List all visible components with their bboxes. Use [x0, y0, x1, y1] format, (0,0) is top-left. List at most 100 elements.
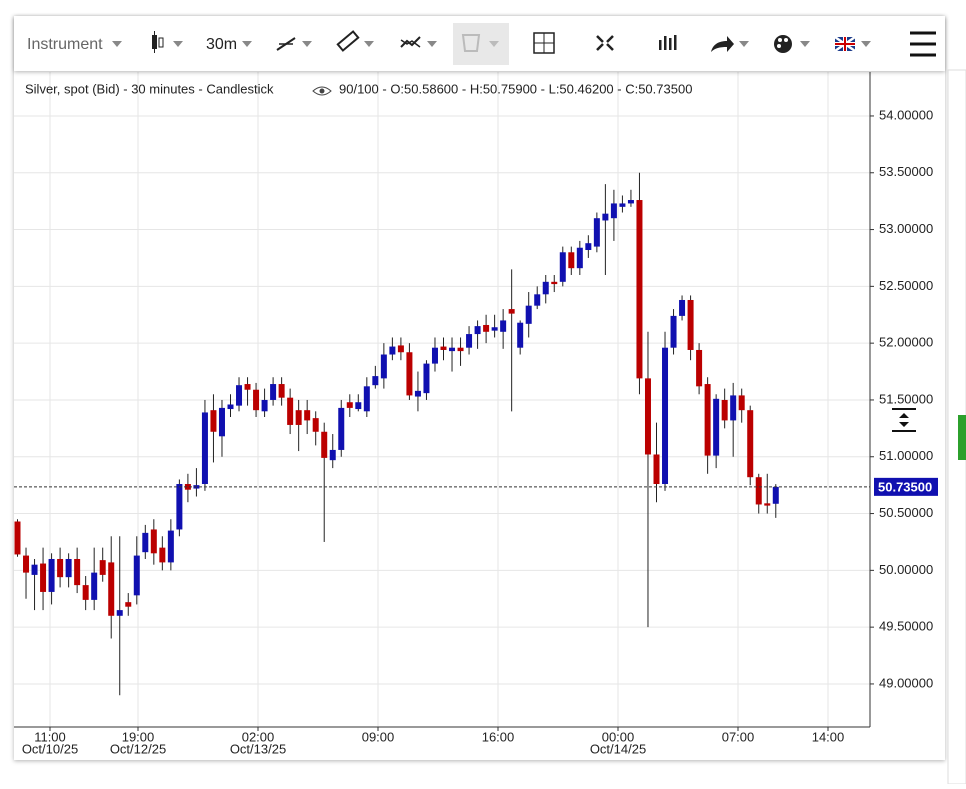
share-button[interactable]	[711, 36, 749, 52]
draw-line-button[interactable]	[276, 37, 312, 51]
trash-icon	[461, 34, 481, 52]
caret	[242, 41, 252, 47]
candle-body	[517, 322, 524, 348]
x-tick-date: Oct/10/25	[22, 741, 78, 756]
y-tick-label: 51.50000	[879, 391, 933, 406]
delete-button[interactable]	[453, 23, 509, 65]
candle-body	[312, 418, 319, 432]
candle-body	[610, 203, 617, 219]
candle-body	[31, 564, 38, 575]
last-price-label: 50.73500	[878, 479, 932, 494]
candle-body	[304, 410, 311, 421]
candle-body	[653, 454, 660, 485]
candle-body	[40, 563, 47, 592]
measure-button[interactable]	[336, 30, 374, 52]
candle-body	[551, 281, 558, 285]
candle-body	[338, 407, 345, 450]
plot-area: 49.00000 49.50000 50.00000 50.50000 51.00000…	[14, 72, 938, 756]
y-tick-label: 52.50000	[879, 278, 933, 293]
candle-body	[687, 299, 694, 350]
candle-body	[679, 299, 686, 316]
crosshair-button[interactable]	[533, 32, 555, 54]
theme-button[interactable]	[774, 35, 810, 53]
candle-body	[176, 484, 183, 530]
chart-subtitle: 90/100 - O:50.58600 - H:50.75900 - L:50.…	[339, 81, 692, 96]
indicator-button[interactable]	[400, 36, 437, 48]
candle-body	[389, 346, 396, 355]
candle-body	[525, 305, 532, 324]
candle-body	[329, 449, 336, 461]
candle-body	[713, 398, 720, 456]
candle-body	[670, 315, 677, 348]
candle-body	[159, 547, 166, 563]
candle-body	[91, 572, 98, 600]
candle-body	[662, 347, 669, 485]
candle-body	[278, 384, 285, 398]
x-tick-label: 14:00	[812, 729, 845, 744]
scale-toggle[interactable]	[889, 406, 919, 434]
candle-body	[457, 347, 464, 352]
x-tick-label: 07:00	[722, 729, 755, 744]
candle-body	[730, 395, 737, 421]
menu-button[interactable]	[910, 31, 936, 57]
caret	[112, 41, 122, 47]
candle-body	[696, 349, 703, 387]
candle-body	[14, 521, 21, 555]
y-tick-label: 51.00000	[879, 448, 933, 463]
candle-body	[372, 376, 379, 386]
candle-body	[48, 558, 55, 592]
candle-body	[227, 404, 234, 410]
y-tick-label: 50.00000	[879, 562, 933, 577]
chart-panel	[14, 16, 945, 760]
candle-body	[772, 486, 779, 504]
candle-body	[201, 412, 208, 485]
candle-body	[534, 294, 541, 306]
candle-body	[576, 247, 583, 269]
candle-body	[236, 385, 243, 406]
x-tick-date: Oct/13/25	[230, 741, 286, 756]
candle-body	[500, 320, 507, 332]
candle-body	[593, 218, 600, 247]
x-tick-label: 02:00	[242, 729, 275, 744]
chart-title: Silver, spot (Bid) - 30 minutes - Candle…	[25, 81, 274, 96]
language-button[interactable]	[834, 35, 871, 53]
y-tick-label: 50.50000	[879, 505, 933, 520]
candle-body	[184, 484, 191, 490]
x-tick-label: 09:00	[362, 729, 395, 744]
candle-body	[253, 389, 260, 411]
candle-body	[244, 384, 251, 390]
candle-body	[287, 397, 294, 425]
candle-body	[764, 503, 771, 506]
candle-body	[125, 602, 132, 607]
candle-body	[23, 555, 30, 573]
candle-body	[380, 354, 387, 379]
caret	[489, 41, 499, 47]
instrument-menu[interactable]: Instrument	[27, 36, 103, 53]
candle-body	[559, 252, 566, 282]
y-tick-label: 49.50000	[879, 619, 933, 634]
candle-body	[423, 363, 430, 394]
fullscreen-button[interactable]	[596, 35, 614, 51]
candle-body	[74, 558, 81, 586]
candle-body	[627, 200, 634, 204]
candle-body	[585, 243, 592, 251]
candle-body	[108, 562, 115, 616]
interval-menu[interactable]: 30m	[206, 36, 237, 53]
candle-body	[704, 384, 711, 456]
x-tick-date: Oct/14/25	[590, 741, 646, 756]
candle-body	[261, 399, 268, 412]
header-info: Silver, spot (Bid) - 30 minutes - Candle…	[25, 81, 692, 96]
y-tick-label: 49.00000	[879, 675, 933, 690]
candle-body	[133, 555, 140, 596]
candle-body	[218, 407, 225, 437]
candle-body	[738, 395, 745, 411]
candle-body	[431, 347, 438, 364]
candle-body	[167, 530, 174, 563]
candle-body	[57, 558, 64, 578]
chart-type-button[interactable]	[152, 31, 183, 53]
candle-body	[346, 402, 353, 408]
x-tick-label: 19:00	[122, 729, 155, 744]
candle-body	[440, 346, 447, 350]
volume-button[interactable]	[659, 35, 677, 50]
eye-pupil	[319, 88, 325, 94]
